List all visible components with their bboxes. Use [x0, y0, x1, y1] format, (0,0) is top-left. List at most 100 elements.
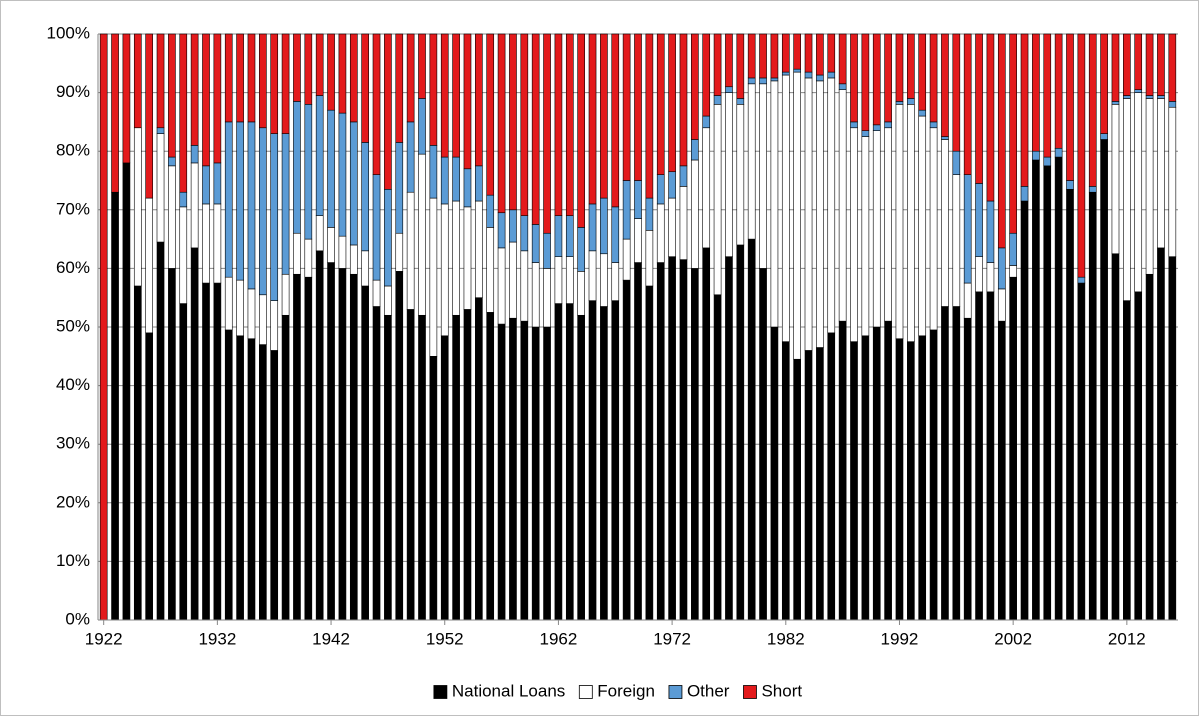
bar-segment [1100, 133, 1108, 140]
bar-segment [475, 200, 483, 298]
bar-segment [543, 33, 551, 234]
bar-segment [816, 33, 824, 76]
bar-segment [429, 355, 438, 621]
bar-segment [247, 121, 256, 290]
y-tick-label: 80% [56, 141, 90, 160]
bar-segment [509, 209, 517, 243]
bar-segment [1043, 33, 1052, 158]
bar-segment [781, 74, 790, 342]
bar-segment [293, 101, 301, 234]
bar-segment [861, 33, 870, 131]
y-tick-label: 40% [56, 375, 90, 394]
bar-segment [475, 165, 483, 202]
legend-label: Other [687, 681, 730, 700]
bar-segment [1020, 33, 1029, 187]
bar-segment [1020, 186, 1029, 202]
bar-segment [884, 33, 892, 123]
bar-segment [486, 227, 495, 313]
bar-segment [1111, 104, 1120, 255]
bar-segment [747, 77, 756, 85]
bar-segment [179, 33, 188, 193]
bar-segment [168, 156, 176, 167]
bar-segment [884, 320, 892, 621]
bar-segment [259, 344, 267, 621]
y-tick-label: 50% [56, 316, 90, 335]
bar-segment [361, 142, 369, 252]
bar-segment [668, 171, 676, 199]
legend-swatch [578, 685, 593, 699]
bar-segment [577, 314, 585, 621]
bar-segment [1054, 156, 1063, 621]
bar-segment [122, 162, 131, 621]
x-tick-label: 1962 [540, 629, 578, 648]
bar-segment [622, 180, 631, 240]
bar-segment [520, 33, 529, 216]
bar-segment [406, 309, 415, 621]
legend-label: Short [761, 681, 802, 700]
bar-segment [577, 227, 585, 272]
bar-segment [1168, 33, 1177, 102]
bar-segment [236, 33, 244, 123]
bar-segment [702, 247, 711, 621]
bar-segment [816, 80, 824, 348]
bar-segment [861, 335, 870, 621]
bar-segment [952, 33, 961, 152]
bar-segment [884, 121, 892, 129]
bar-segment [384, 33, 392, 190]
bar-segment [747, 238, 756, 621]
bar-segment [1145, 95, 1154, 99]
bar-segment [202, 165, 210, 205]
bar-segment [611, 262, 620, 301]
bar-segment [406, 121, 415, 193]
bar-segment [895, 33, 904, 102]
bar-segment [520, 250, 529, 322]
bar-segment [1111, 101, 1120, 105]
bar-segment [440, 335, 449, 621]
bar-segment [372, 306, 381, 621]
bar-segment [111, 191, 119, 621]
bar-segment [691, 139, 699, 161]
bar-segment [190, 145, 199, 164]
bar-segment [588, 250, 597, 301]
bar-segment [531, 262, 540, 328]
bar-segment [747, 83, 756, 240]
y-tick-label: 30% [56, 434, 90, 453]
bar-segment [941, 136, 949, 140]
bar-segment [156, 33, 165, 129]
bar-segment [850, 127, 858, 342]
bar-segment [702, 33, 711, 117]
bar-segment [1157, 247, 1165, 621]
bar-segment [907, 98, 915, 105]
bar-segment [327, 227, 335, 263]
bar-segment [281, 314, 290, 621]
bar-segment [293, 273, 301, 621]
bar-segment [122, 33, 131, 164]
bar-segment [679, 186, 688, 260]
bar-segment [884, 127, 892, 322]
bar-segment [1100, 33, 1108, 134]
bar-segment [418, 98, 426, 155]
bar-segment [1134, 33, 1143, 90]
bar-segment [475, 33, 483, 167]
bar-segment [1020, 200, 1029, 621]
bar-segment [1157, 95, 1165, 99]
x-tick-label: 1972 [653, 629, 691, 648]
bar-segment [247, 33, 256, 123]
bar-segment [509, 33, 517, 211]
bar-segment [395, 271, 404, 621]
bar-segment [509, 241, 517, 319]
bar-segment [224, 276, 233, 331]
bar-segment [429, 33, 438, 146]
bar-segment [304, 238, 313, 278]
bar-segment [963, 33, 972, 175]
bar-segment [1123, 98, 1131, 301]
bar-segment [986, 262, 995, 293]
bar-segment [975, 256, 983, 293]
bar-segment [384, 314, 392, 621]
bar-segment [133, 33, 142, 129]
bar-segment [1157, 98, 1165, 249]
bar-segment [475, 297, 483, 621]
bar-segment [895, 101, 904, 105]
bar-segment [1123, 33, 1131, 96]
bar-segment [656, 262, 665, 621]
